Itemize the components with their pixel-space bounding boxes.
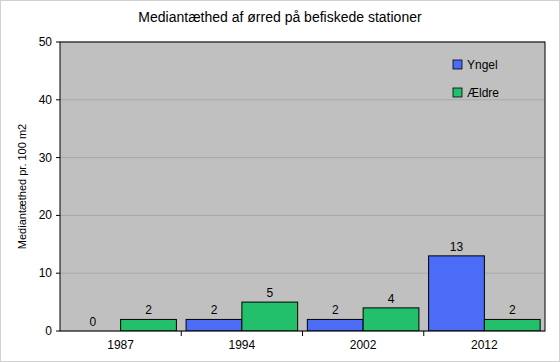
data-labels: 022524132	[89, 240, 516, 329]
y-tick-label: 50	[39, 35, 53, 49]
bar	[121, 319, 177, 331]
x-tick	[302, 331, 303, 336]
bar	[484, 319, 540, 331]
legend-swatch	[453, 88, 462, 97]
y-tick	[56, 215, 60, 216]
data-label: 4	[388, 292, 395, 306]
bar	[363, 308, 419, 331]
y-tick	[56, 42, 60, 43]
y-tick-label: 0	[45, 324, 52, 338]
data-label: 5	[266, 286, 273, 300]
data-label: 2	[145, 303, 152, 317]
data-label: 2	[211, 303, 218, 317]
bar	[307, 319, 363, 331]
title: Mediantæthed af ørred på befiskede stati…	[138, 9, 422, 25]
legend-label: Yngel	[467, 58, 498, 72]
y-tick-label: 10	[39, 266, 53, 280]
legend: Yngel Ældre	[453, 58, 499, 100]
data-label: 2	[332, 303, 339, 317]
x-tick	[181, 331, 182, 336]
plot-background	[60, 42, 545, 331]
y-tick-label: 20	[39, 208, 53, 222]
y-tick	[56, 273, 60, 274]
grid-line	[60, 215, 545, 216]
y-tick-label: 40	[39, 93, 53, 107]
bar	[242, 302, 298, 331]
grid-line	[60, 157, 545, 158]
x-tick-label: 1987	[107, 338, 134, 352]
bars	[121, 256, 541, 331]
y-tick	[56, 157, 60, 158]
x-tick-label: 2012	[471, 338, 498, 352]
data-label: 0	[89, 315, 96, 329]
legend-label: Ældre	[467, 86, 499, 100]
legend-swatch	[453, 60, 462, 69]
x-tick	[423, 331, 424, 336]
chart-background	[1, 1, 560, 362]
x-tick-label: 1994	[229, 338, 256, 352]
bar	[186, 319, 242, 331]
x-tick-label: 2002	[350, 338, 377, 352]
data-label: 2	[509, 303, 516, 317]
data-label: 13	[450, 240, 464, 254]
y-tick-label: 30	[39, 151, 53, 165]
plot-frame	[60, 42, 545, 331]
chart-container: Mediantæthed af ørred på befiskede stati…	[0, 0, 560, 362]
y-axis-label: Mediantæthed pr. 100 m2	[16, 124, 28, 249]
chart-svg: Mediantæthed af ørred på befiskede stati…	[0, 0, 560, 362]
y-tick	[56, 331, 60, 332]
y-tick	[56, 99, 60, 100]
bar	[429, 256, 485, 331]
